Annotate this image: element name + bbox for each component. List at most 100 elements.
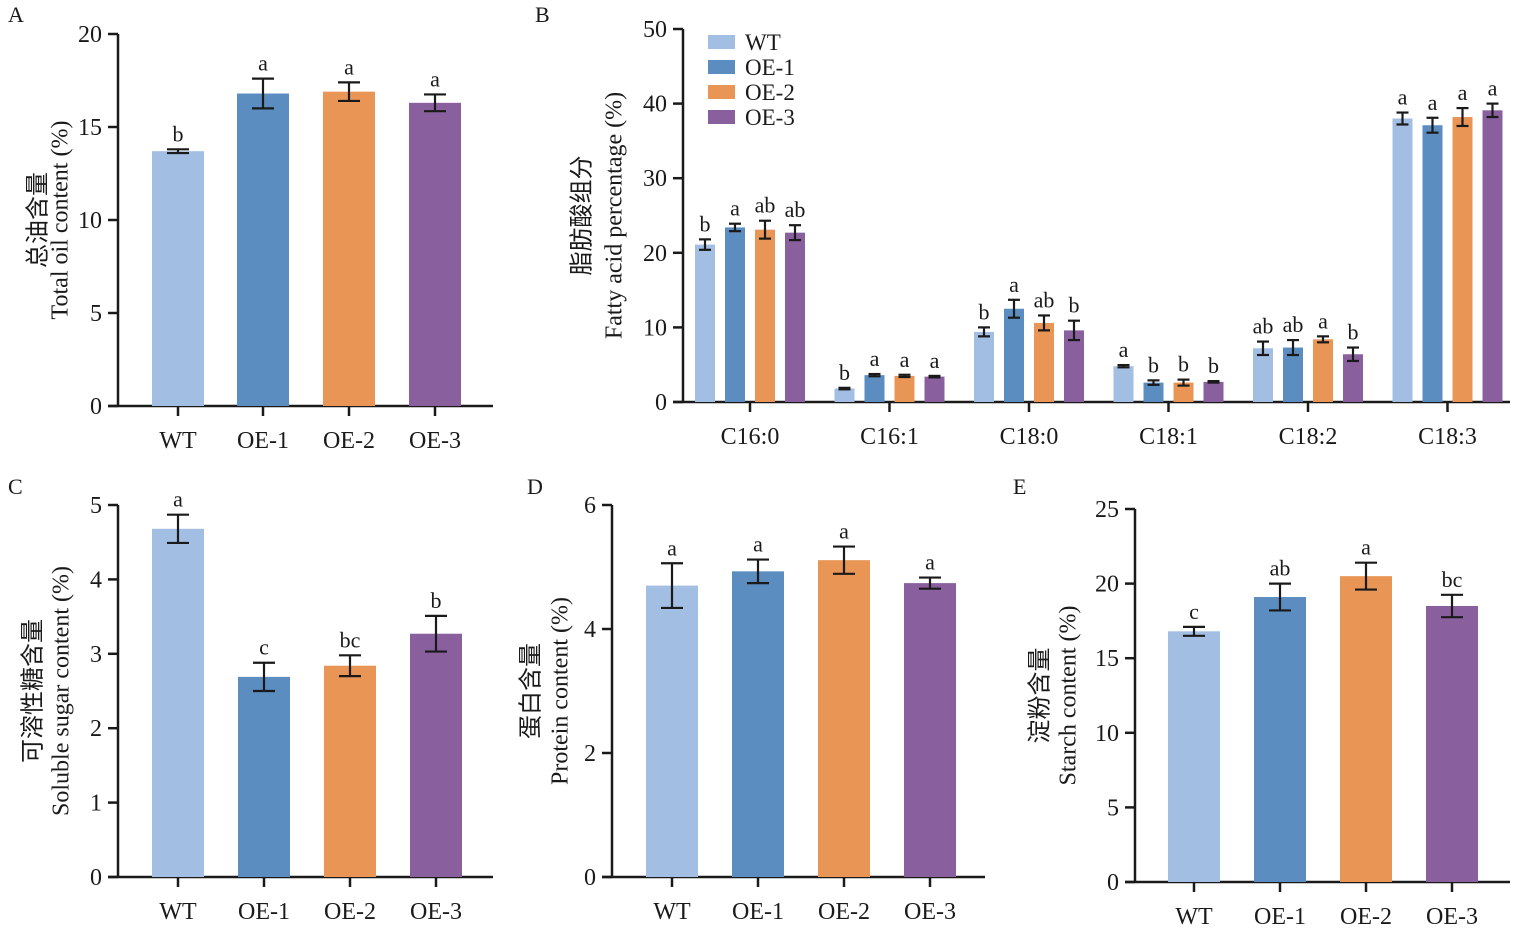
x-tick-label: OE-3 bbox=[410, 899, 462, 925]
bar-oe-1 bbox=[1283, 347, 1303, 402]
y-tick-label: 50 bbox=[643, 17, 667, 43]
y-tick-label: 5 bbox=[1107, 795, 1119, 821]
significance-label: a bbox=[925, 550, 935, 575]
significance-label: a bbox=[173, 487, 183, 512]
bar-wt bbox=[1392, 118, 1413, 403]
legend-label: WT bbox=[745, 30, 781, 55]
significance-label: a bbox=[344, 54, 354, 79]
bar-wt bbox=[1168, 631, 1220, 882]
legend-swatch bbox=[708, 35, 735, 49]
x-tick-label: WT bbox=[1175, 904, 1213, 930]
y-tick-label: 2 bbox=[90, 716, 102, 742]
significance-label: b bbox=[979, 299, 990, 324]
bar-oe-2 bbox=[1313, 339, 1333, 402]
legend-label: OE-1 bbox=[745, 55, 795, 80]
bar-oe-1 bbox=[1004, 308, 1024, 402]
significance-label: a bbox=[667, 535, 677, 560]
x-tick-label: OE-1 bbox=[237, 428, 289, 454]
bar-oe-3 bbox=[409, 102, 461, 406]
x-tick-label: OE-1 bbox=[732, 899, 784, 925]
x-tick-label: OE-2 bbox=[324, 899, 376, 925]
x-tick-label: C16:0 bbox=[721, 424, 780, 450]
significance-label: ab bbox=[1034, 287, 1055, 312]
y-tick-label: 20 bbox=[1095, 572, 1119, 598]
significance-label: a bbox=[430, 66, 440, 91]
legend-swatch bbox=[708, 110, 735, 124]
bar-oe-2 bbox=[1340, 576, 1392, 882]
y-axis-label-cn: 蛋白含量 bbox=[518, 643, 545, 739]
bar-oe-2 bbox=[894, 375, 915, 402]
y-tick-label: 4 bbox=[90, 567, 102, 593]
bar-oe-3 bbox=[924, 376, 945, 402]
significance-label: b bbox=[173, 121, 184, 146]
x-tick-label: OE-1 bbox=[1254, 904, 1306, 930]
y-axis-label: Protein content (%) bbox=[548, 597, 574, 785]
significance-label: ab bbox=[1283, 312, 1304, 337]
y-axis-label: Fatty acid percentage (%) bbox=[602, 92, 628, 339]
bar-oe-2 bbox=[755, 229, 775, 402]
significance-label: a bbox=[1398, 85, 1408, 110]
significance-label: c bbox=[1189, 599, 1199, 624]
y-tick-label: 20 bbox=[643, 241, 667, 267]
significance-label: b bbox=[1178, 352, 1189, 377]
x-tick-label: OE-2 bbox=[818, 899, 870, 925]
y-axis-label-cn: 可溶性糖含量 bbox=[20, 619, 47, 763]
significance-label: a bbox=[1488, 76, 1498, 101]
bar-oe-2 bbox=[818, 560, 870, 877]
significance-label: a bbox=[730, 196, 740, 221]
x-tick-label: C18:2 bbox=[1279, 424, 1338, 450]
y-tick-label: 0 bbox=[1107, 870, 1119, 896]
bar-oe-2 bbox=[323, 91, 375, 406]
significance-label: a bbox=[1119, 337, 1129, 362]
bar-wt bbox=[974, 331, 994, 402]
bar-oe-1 bbox=[1422, 125, 1443, 402]
panel-b: B 脂肪酸组分 Fatty acid percentage (%) 0 10 20 30 40… bbox=[535, 2, 1510, 450]
panel-label: A bbox=[8, 2, 24, 27]
y-axis-label: Total oil content (%) bbox=[48, 121, 74, 320]
significance-label: a bbox=[839, 519, 849, 544]
y-tick-label: 15 bbox=[78, 115, 102, 141]
x-tick-label: OE-2 bbox=[1340, 904, 1392, 930]
x-tick-label: WT bbox=[159, 428, 197, 454]
panel-label: C bbox=[8, 474, 23, 499]
y-tick-label: 0 bbox=[90, 394, 102, 420]
significance-label: ab bbox=[755, 193, 776, 218]
significance-label: b bbox=[1208, 353, 1219, 378]
bar-oe-1 bbox=[237, 93, 289, 407]
y-tick-label: 15 bbox=[1095, 646, 1119, 672]
bar-wt bbox=[646, 585, 698, 877]
bar-oe-1 bbox=[725, 227, 745, 402]
bar-wt bbox=[152, 151, 204, 406]
bar-oe-3 bbox=[1064, 330, 1084, 402]
panel-c: C 可溶性糖含量 Soluble sugar content (%) 0 1 2 3 4 5 WT… bbox=[8, 474, 493, 925]
panel-label: B bbox=[535, 2, 550, 27]
bar-oe-1 bbox=[1254, 597, 1306, 882]
significance-label: b bbox=[700, 211, 711, 236]
y-tick-label: 6 bbox=[584, 493, 596, 519]
significance-label: b bbox=[1148, 352, 1159, 377]
bar-wt bbox=[152, 528, 204, 877]
y-tick-label: 10 bbox=[78, 208, 102, 234]
y-tick-label: 3 bbox=[90, 642, 102, 668]
significance-label: bc bbox=[1442, 567, 1463, 592]
x-tick-label: OE-1 bbox=[238, 899, 290, 925]
y-tick-label: 30 bbox=[643, 166, 667, 192]
significance-label: b bbox=[1069, 293, 1080, 318]
bar-oe-1 bbox=[864, 375, 885, 402]
y-axis-label-cn: 脂肪酸组分 bbox=[569, 156, 596, 276]
significance-label: b bbox=[431, 588, 442, 613]
significance-label: ab bbox=[1270, 556, 1291, 581]
bar-wt bbox=[1253, 348, 1273, 402]
bar-wt bbox=[1113, 366, 1134, 402]
y-tick-label: 10 bbox=[1095, 721, 1119, 747]
y-tick-label: 1 bbox=[90, 791, 102, 817]
bar-oe-3 bbox=[1203, 381, 1224, 402]
x-tick-label: C18:3 bbox=[1418, 424, 1477, 450]
y-tick-label: 10 bbox=[643, 315, 667, 341]
significance-label: a bbox=[1428, 90, 1438, 115]
y-axis-label: Starch content (%) bbox=[1056, 606, 1082, 786]
x-tick-label: WT bbox=[653, 899, 691, 925]
significance-label: c bbox=[259, 635, 269, 660]
